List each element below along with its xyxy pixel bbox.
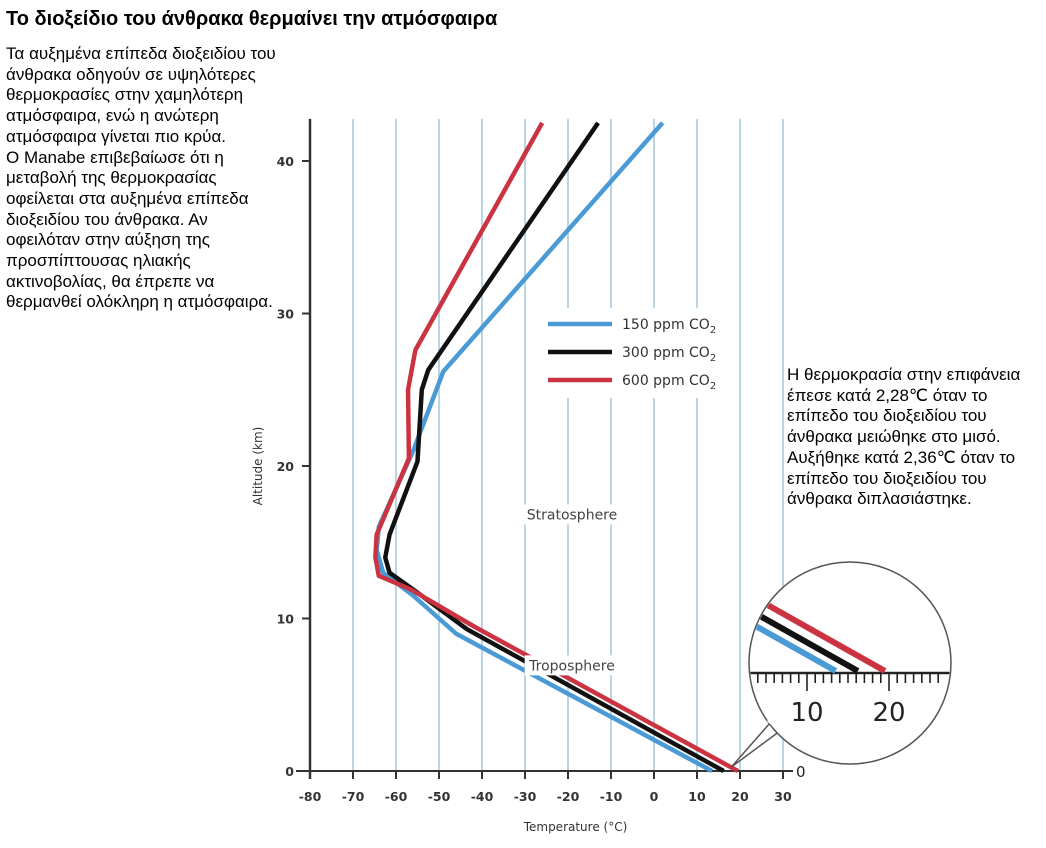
left-explanation: Τα αυξημένα επίπεδα διοξειδίου του άνθρα…	[6, 44, 278, 313]
series-line-300ppm	[383, 121, 725, 773]
x-tick-label: 30	[774, 789, 792, 804]
x-tick-label: -50	[428, 789, 451, 804]
inset-series-line	[755, 596, 887, 674]
x-tick-label: -60	[385, 789, 408, 804]
y-tick-label: 40	[277, 154, 295, 169]
x-axis-title: Temperature (°C)	[523, 820, 628, 834]
legend-subscript: 2	[710, 381, 716, 392]
legend: 150 ppm CO2 300 ppm CO2 600 ppm CO2	[540, 308, 730, 398]
x-tick-label: -40	[471, 789, 494, 804]
annotation-bg	[520, 504, 624, 525]
series-lines	[373, 121, 739, 773]
inset-pointer-mask	[766, 718, 784, 735]
legend-label: 600 ppm CO2	[622, 373, 716, 392]
inset-series-line	[750, 596, 838, 674]
x-tick-label: -10	[600, 789, 623, 804]
annotation-bg	[524, 655, 620, 676]
x-tick-label: 20	[731, 789, 749, 804]
legend-subscript: 2	[710, 325, 716, 336]
series-line-600ppm	[373, 121, 739, 773]
x-tick-label: -20	[557, 789, 580, 804]
legend-label: 150 ppm CO2	[622, 317, 716, 336]
annotation-troposphere: Troposphere	[528, 658, 615, 674]
y-tick-label: 20	[277, 459, 295, 474]
legend-subscript: 2	[710, 353, 716, 364]
inset-pointer	[730, 722, 781, 768]
right-zero-label: 0	[796, 763, 806, 781]
x-tick-label: -30	[514, 789, 537, 804]
x-tick-label: 10	[688, 789, 706, 804]
annotation-stratosphere: Stratosphere	[527, 507, 618, 523]
y-axis-title: Altitude (km)	[251, 427, 265, 506]
x-tick-label: -80	[299, 789, 322, 804]
x-tick-label: 0	[650, 789, 659, 804]
legend-label: 300 ppm CO2	[622, 345, 716, 364]
inset-magnifier: 10 20	[730, 561, 952, 768]
left-paragraph-2: Ο Manabe επιβεβαίωσε ότι η μεταβολή της …	[6, 147, 273, 312]
y-tick-label: 30	[277, 307, 295, 322]
page-title: Το διοξείδιο του άνθρακα θερμαίνει την α…	[6, 8, 498, 30]
y-tick-label: 10	[277, 612, 295, 627]
inset-content: 10 20	[750, 596, 950, 728]
right-explanation: Η θερμοκρασία στην επιφάνεια έπεσε κατά …	[787, 365, 1021, 509]
axes: -80 -70 -60 -50 -40 -30 -20 -10 0 10 20 30010203040…	[277, 118, 806, 804]
left-paragraph-1: Τα αυξημένα επίπεδα διοξειδίου του άνθρα…	[6, 44, 276, 146]
inset-circle	[748, 561, 952, 765]
inset-tick-label: 20	[872, 698, 905, 728]
x-tick-label: -70	[342, 789, 365, 804]
chart-labels: Temperature (°C) Altitude (km) Stratospher…	[251, 427, 627, 834]
inset-tick-label: 10	[790, 698, 823, 728]
y-tick-label: 0	[285, 764, 294, 779]
